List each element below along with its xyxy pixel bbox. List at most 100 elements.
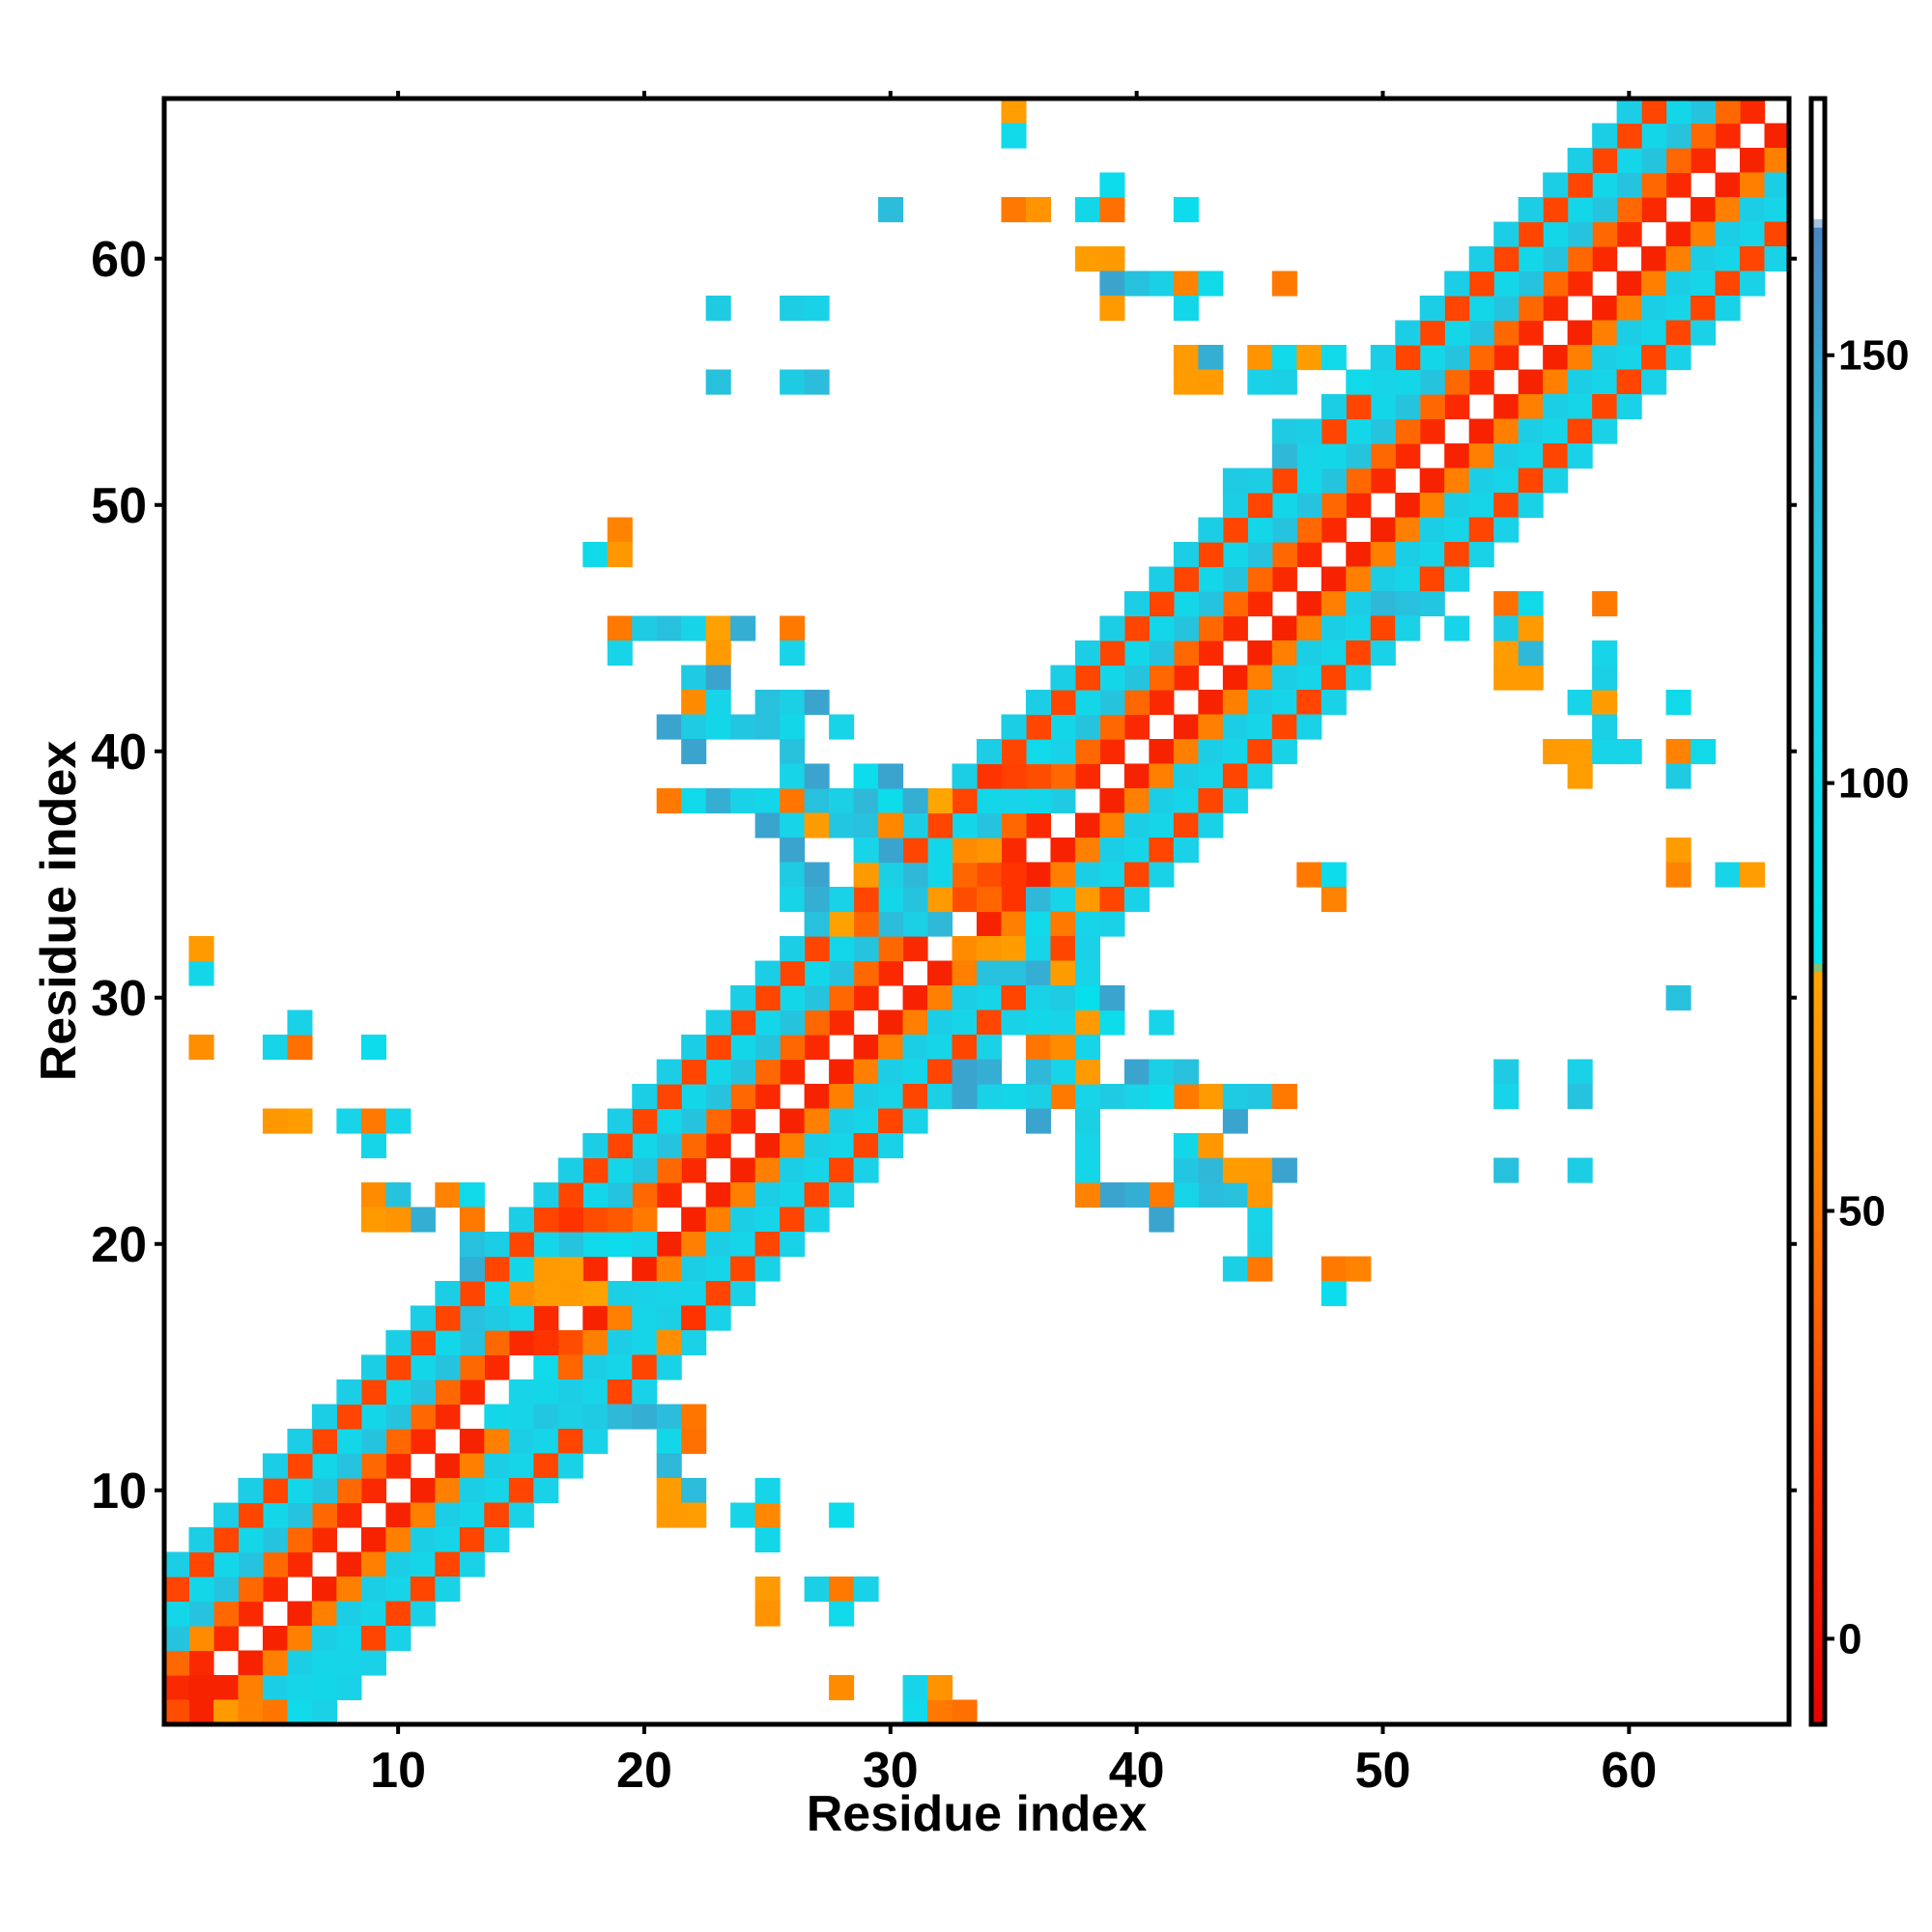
heatmap-cell [188, 1035, 214, 1061]
colorbar-segment [1811, 1313, 1825, 1323]
heatmap-cell [607, 1108, 633, 1134]
colorbar-segment [1811, 252, 1825, 263]
heatmap-cell [804, 911, 830, 937]
colorbar-segment [1811, 740, 1825, 750]
heatmap-cell [1247, 1256, 1273, 1282]
heatmap-cell [878, 1084, 904, 1110]
colorbar-segment [1811, 809, 1825, 818]
heatmap-cell [1567, 1084, 1593, 1110]
heatmap-cell [1468, 542, 1494, 568]
heatmap-cell [1198, 739, 1224, 765]
heatmap-cell [780, 812, 806, 838]
heatmap-cell [804, 369, 830, 395]
heatmap-cell [754, 1009, 781, 1036]
heatmap-cell [1025, 1084, 1052, 1110]
heatmap-cell [459, 1354, 485, 1380]
heatmap-cell [1099, 270, 1125, 297]
heatmap-cell [1222, 1182, 1248, 1208]
colorbar-segment [1811, 1630, 1825, 1640]
heatmap-cell [927, 788, 953, 814]
heatmap-cell [459, 1207, 485, 1233]
heatmap-cell [780, 887, 806, 913]
colorbar-segment [1811, 1321, 1825, 1332]
heatmap-cell [902, 1009, 928, 1036]
heatmap-cell [1050, 739, 1076, 765]
heatmap-cell [1321, 566, 1347, 592]
y-tick-label: 40 [91, 724, 147, 781]
heatmap-cell [1222, 591, 1248, 617]
heatmap-cell [1715, 862, 1741, 888]
heatmap-cell [1074, 197, 1101, 223]
heatmap-cell [780, 862, 806, 888]
heatmap-cell [1198, 714, 1224, 740]
heatmap-cell [1715, 246, 1741, 272]
colorbar-segment [1811, 603, 1825, 613]
colorbar-segment [1811, 1262, 1825, 1272]
heatmap-cell [632, 1354, 658, 1380]
colorbar-segment [1811, 141, 1825, 151]
heatmap-cell [1271, 493, 1297, 519]
heatmap-cell [1173, 763, 1199, 789]
heatmap-cell [1050, 763, 1076, 789]
colorbar-segment [1811, 526, 1825, 536]
colorbar-segment [1811, 338, 1825, 348]
heatmap-cell [484, 1281, 510, 1307]
heatmap-cell [557, 1330, 583, 1356]
heatmap-cell [705, 1035, 731, 1061]
heatmap-cell [1690, 123, 1717, 149]
heatmap-cell [1296, 345, 1322, 371]
colorbar-segment [1811, 1005, 1825, 1015]
colorbar-segment [1811, 765, 1825, 776]
heatmap-cell [484, 1232, 510, 1258]
colorbar-segment [1811, 1177, 1825, 1186]
heatmap-cell [1592, 123, 1618, 149]
heatmap-cell [1493, 1059, 1520, 1085]
heatmap-cell [878, 862, 904, 888]
colorbar-segment [1811, 1519, 1825, 1529]
heatmap-cell [213, 1502, 240, 1528]
heatmap-cell [287, 1601, 313, 1627]
heatmap-cell [878, 812, 904, 838]
heatmap-cell [1641, 172, 1667, 198]
heatmap-cell [1567, 197, 1593, 223]
heatmap-cell [459, 1429, 485, 1455]
heatmap-cell [1346, 468, 1372, 494]
heatmap-cell [1543, 172, 1569, 198]
colorbar-segment [1811, 1219, 1825, 1230]
heatmap-cell [656, 1305, 682, 1331]
heatmap-cell [385, 1502, 412, 1528]
colorbar-segment [1811, 1133, 1825, 1144]
heatmap-cell [508, 1207, 534, 1233]
heatmap-cell [238, 1650, 264, 1676]
heatmap-cell [1493, 1157, 1520, 1183]
colorbar-segment [1811, 860, 1825, 870]
heatmap-cell [1715, 221, 1741, 247]
heatmap-cell [188, 1699, 214, 1725]
heatmap-cell [681, 1404, 707, 1430]
heatmap-cell [1198, 763, 1224, 789]
heatmap-cell [730, 1059, 756, 1085]
heatmap-cell [1665, 690, 1691, 716]
heatmap-cell [902, 1108, 928, 1134]
heatmap-cell [1099, 788, 1125, 814]
heatmap-cell [1641, 197, 1667, 223]
colorbar-segment [1811, 184, 1825, 194]
heatmap-cell [1764, 197, 1790, 223]
heatmap-cell [1025, 690, 1052, 716]
heatmap-cell [1074, 985, 1101, 1011]
heatmap-cell [780, 739, 806, 765]
colorbar-segment [1811, 1091, 1825, 1101]
heatmap-cell [1074, 1133, 1101, 1159]
heatmap-cell [1616, 197, 1642, 223]
heatmap-cell [1001, 197, 1027, 223]
heatmap-cell [632, 1182, 658, 1208]
heatmap-cell [1025, 714, 1052, 740]
heatmap-cell [705, 369, 731, 395]
heatmap-cell [213, 1601, 240, 1627]
heatmap-cell [1592, 714, 1618, 740]
heatmap-cell [829, 714, 855, 740]
heatmap-cell [952, 985, 978, 1011]
x-axis-title: Residue index [807, 1786, 1148, 1842]
colorbar-segment [1811, 1244, 1825, 1255]
colorbar-segment [1811, 321, 1825, 330]
